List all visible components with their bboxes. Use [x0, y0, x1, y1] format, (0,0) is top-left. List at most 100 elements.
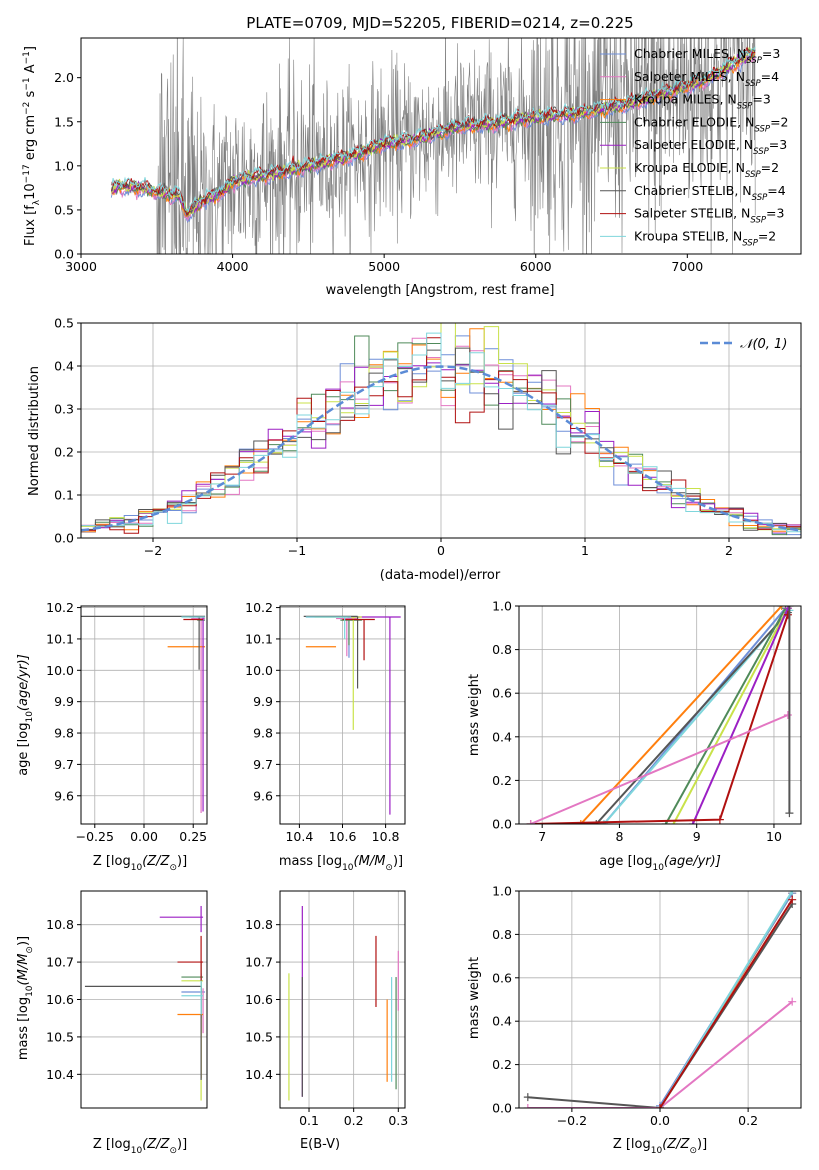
- x-tick-label: 10.4: [285, 829, 313, 844]
- legend-label: Chabrier ELODIE, NSSP=2: [634, 114, 789, 134]
- y-tick-label: 1.5: [54, 114, 74, 129]
- weight-series-salpeter_elodie: [691, 607, 789, 824]
- y-tick-label: 9.6: [54, 788, 74, 803]
- y-tick-label: 0.4: [492, 729, 512, 744]
- weight-marker: [785, 809, 794, 818]
- y-tick-label: 0.0: [54, 531, 74, 546]
- age-vs-mass-panel: 10.4 10.6 10.8 9.6 9.7 9.8 9.9 10.0 10.1 10.2: [245, 600, 406, 844]
- weight-marker: [523, 1093, 532, 1102]
- mass-vs-metallicity-panel: −0.250.000.2510.410.510.610.710.8: [46, 890, 208, 1109]
- weight-series-salpeter_miles: [527, 1000, 793, 1108]
- age-vs-mass-xlabel: mass [log10(M/M⊙)]: [279, 854, 403, 873]
- weight-vs-age-panel: 7 8 9 10 0.0 0.2 0.4 0.6 0.8 1.0: [492, 599, 802, 844]
- age-vs-metallicity-xlabel: Z [log10(Z/Z⊙)]: [93, 854, 187, 873]
- weight-vs-age-xlabel: age [log10(age/yr)]: [599, 854, 721, 873]
- spectrum-xlabel: wavelength [Angstrom, rest frame]: [326, 283, 555, 298]
- weight-marker: [592, 820, 601, 824]
- axes-frame: [518, 605, 802, 825]
- y-tick-label: 9.6: [253, 788, 273, 803]
- legend-label: Kroupa MILES, NSSP=3: [634, 92, 771, 112]
- weight-series-chabrier_elodie: [664, 607, 787, 824]
- weight-marker: [783, 711, 792, 719]
- y-tick-label: 10.4: [46, 1067, 74, 1082]
- y-tick-label: 0.4: [492, 1014, 512, 1029]
- weight-marker: [788, 997, 797, 1006]
- x-tick-label: 0.2: [344, 1113, 364, 1128]
- y-tick-label: 9.8: [54, 726, 74, 741]
- y-tick-label: 10.1: [46, 631, 74, 646]
- x-tick-label: 5000: [368, 259, 400, 274]
- histogram-area: [81, 323, 801, 536]
- y-tick-label: 10.5: [46, 1029, 74, 1044]
- y-tick-label: 0.6: [492, 970, 512, 985]
- legend-label: Kroupa STELIB, NSSP=2: [634, 228, 776, 248]
- x-tick-label: 10.8: [372, 829, 400, 844]
- x-tick-label: 0.1: [299, 1113, 319, 1128]
- y-tick-label: 0.2: [54, 445, 74, 460]
- plot-area: [523, 891, 797, 1108]
- legend-label: Salpeter ELODIE, NSSP=3: [634, 137, 787, 157]
- x-tick-label: 0.2: [738, 1113, 758, 1128]
- legend-label: Kroupa ELODIE, NSSP=2: [634, 160, 779, 180]
- residuals-panel: −2 −1 0 1 2 0.0 0.1 0.2 0.3 0.4 0.5 𝒩(0, 1): [54, 316, 802, 558]
- normal-distribution-curve: [81, 365, 801, 532]
- x-tick-label: 8: [615, 829, 623, 844]
- x-tick-label: 9: [693, 829, 701, 844]
- y-tick-label: 0.8: [492, 642, 512, 657]
- x-tick-label: 7000: [671, 259, 703, 274]
- y-tick-label: 0.4: [54, 359, 74, 374]
- y-tick-label: 9.9: [253, 694, 273, 709]
- x-tick-label: 3000: [65, 259, 97, 274]
- y-tick-label: 0.5: [54, 202, 74, 217]
- legend-label: Chabrier MILES, NSSP=3: [634, 46, 780, 66]
- age-vs-metallicity-panel: −0.25 0.00 0.25 9.6 9.7 9.8 9.9 10.0 10.1 10.2: [46, 600, 208, 844]
- weight-series-chabrier_stelib: [595, 611, 789, 824]
- x-tick-label: 4000: [217, 259, 249, 274]
- legend-label: 𝒩(0, 1): [740, 337, 787, 352]
- weight-marker: [783, 610, 792, 619]
- x-tick-label: 0: [437, 543, 445, 558]
- weight-vs-metallicity-ylabel: mass weight: [467, 957, 482, 1039]
- y-tick-label: 0.6: [492, 686, 512, 701]
- legend-label: Salpeter STELIB, NSSP=3: [634, 206, 784, 226]
- mass-vs-metallicity-xlabel: Z [log10(Z/Z⊙)]: [93, 1137, 187, 1156]
- mass-vs-extinction-xlabel: E(B-V): [300, 1137, 340, 1152]
- y-tick-label: 10.5: [245, 1029, 273, 1044]
- weight-series-kroupa_miles: [580, 606, 783, 824]
- y-tick-label: 0.0: [54, 247, 74, 262]
- plot-area: [526, 606, 794, 824]
- y-tick-label: 10.4: [245, 1067, 273, 1082]
- x-tick-label: −2: [144, 543, 162, 558]
- y-tick-label: 2.0: [54, 70, 74, 85]
- y-tick-label: 9.8: [253, 726, 273, 741]
- weight-marker: [656, 1104, 664, 1108]
- model-spectrum-kroupa_stelib: [110, 46, 756, 213]
- x-tick-label: 0.00: [130, 829, 158, 844]
- plot-area: [303, 615, 401, 815]
- weight-series-chabrier_stelib: [527, 903, 794, 1108]
- y-tick-label: 10.7: [245, 955, 273, 970]
- residuals-xlabel: (data-model)/error: [380, 568, 501, 583]
- plot-area: [84, 905, 206, 1101]
- weight-series-kroupa_elodie: [672, 607, 789, 824]
- y-tick-label: 0.8: [492, 927, 512, 942]
- axes-frame: [80, 37, 802, 255]
- weight-series-salpeter_stelib: [530, 614, 789, 824]
- weight-vs-age-ylabel: mass weight: [467, 674, 482, 756]
- weight-marker: [788, 891, 797, 895]
- weight-marker: [788, 895, 797, 904]
- y-tick-label: 10.2: [245, 600, 273, 615]
- mass-vs-metallicity-ylabel: mass [log10(M/M⊙)]: [16, 936, 35, 1060]
- x-tick-label: −0.2: [557, 1113, 587, 1128]
- weight-marker: [785, 606, 794, 610]
- x-tick-label: −1: [288, 543, 306, 558]
- spectrum-panel: 3000 4000 5000 6000 7000 0.0 0.5 1.0 1.5 2.0 Chabr…: [54, 37, 802, 274]
- y-tick-label: 10.7: [46, 955, 74, 970]
- observed-spectrum: [111, 38, 756, 254]
- legend-label: Salpeter MILES, NSSP=4: [634, 69, 779, 89]
- y-tick-label: 10.6: [46, 992, 74, 1007]
- model-spectrum-chabrier_stelib: [110, 47, 756, 217]
- y-tick-label: 0.0: [492, 1101, 512, 1116]
- weight-vs-metallicity-xlabel: Z [log10(Z/Z⊙)]: [613, 1137, 707, 1156]
